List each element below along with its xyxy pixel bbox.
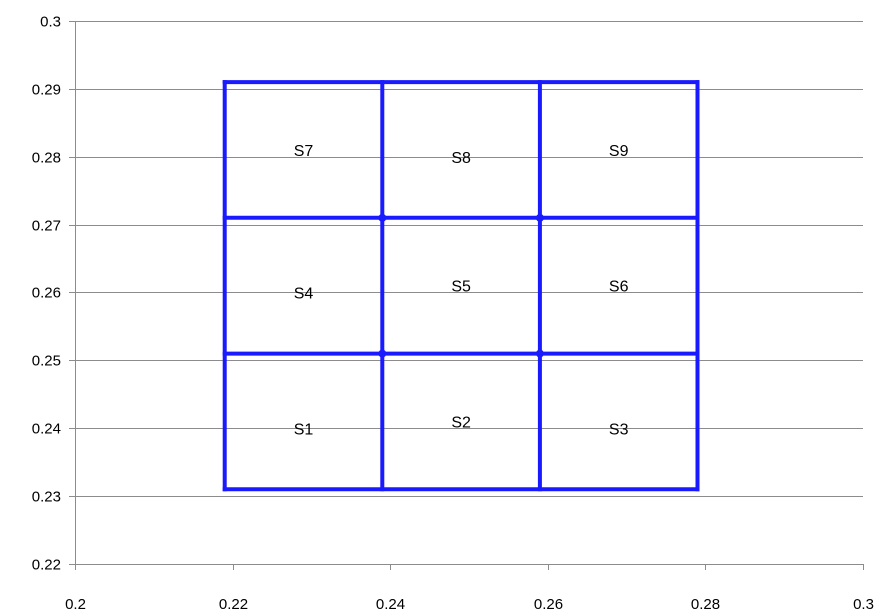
x-tick-label: 0.3 [853,596,874,613]
intersection-marker [535,213,544,222]
x-tick-label: 0.28 [691,596,720,613]
y-tick-label: 0.27 [32,218,61,235]
cell-label-s9: S9 [609,143,629,160]
series-lines [222,80,700,492]
x-tick-label: 0.26 [534,596,563,613]
intersection-marker [378,213,387,222]
intersection-marker [535,349,544,358]
tick-labels: 0.22 0.23 0.24 0.25 0.26 0.27 0.28 0.29 0.3 0.2 0.… [32,14,874,614]
y-tick-label: 0.3 [40,14,61,31]
cell-label-s6: S6 [609,279,629,296]
x-tick-label: 0.24 [376,596,405,613]
cell-label-s4: S4 [294,286,314,303]
y-tick-label: 0.25 [32,353,61,370]
y-tick-label: 0.24 [32,421,61,438]
cell-label-s1: S1 [294,421,314,438]
y-tick-label: 0.22 [32,557,61,574]
y-tick-label: 0.23 [32,489,61,506]
x-tick-label: 0.22 [219,596,248,613]
y-tick-label: 0.26 [32,285,61,302]
x-tick-label: 0.2 [65,596,86,613]
axes [69,21,864,570]
intersection-marker [378,349,387,358]
cell-label-s3: S3 [609,421,629,438]
cell-label-s7: S7 [294,143,314,160]
cell-label-s8: S8 [451,150,471,167]
y-tick-label: 0.29 [32,82,61,99]
cell-label-s2: S2 [451,414,471,431]
gridlines [75,21,863,497]
cell-label-s5: S5 [451,279,471,296]
cell-labels: S1 S2 S3 S4 S5 S6 S7 S8 S9 [294,143,629,438]
y-tick-label: 0.28 [32,150,61,167]
